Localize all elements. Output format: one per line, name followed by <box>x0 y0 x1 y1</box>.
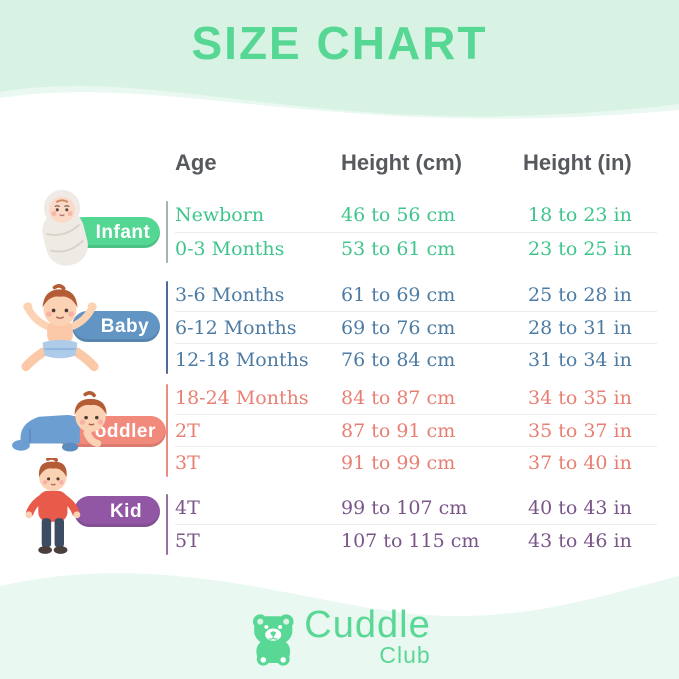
toddler-rows: 18-24 Months 84 to 87 cm 34 to 35 in 2T … <box>175 382 657 479</box>
age-cell: 18-24 Months <box>175 386 309 409</box>
height-in-cell: 34 to 35 in <box>528 386 632 409</box>
teddy-bear-icon <box>248 612 300 668</box>
sitting-baby-icon <box>21 284 99 372</box>
toddler-illustration <box>8 390 116 456</box>
kid-illustration <box>22 456 82 558</box>
height-cm-cell: 61 to 69 cm <box>341 283 456 306</box>
height-cm-cell: 107 to 115 cm <box>341 530 480 552</box>
baby-rows: 3-6 Months 61 to 69 cm 25 to 28 in 6-12 … <box>175 279 657 376</box>
column-header-age: Age <box>175 150 217 175</box>
age-cell: 2T <box>175 419 200 442</box>
table-row: 4T 99 to 107 cm 40 to 43 in <box>175 492 657 525</box>
baby-label-pill: Baby <box>72 311 160 342</box>
baby-illustration <box>14 282 106 372</box>
column-header-height-cm: Height (cm) <box>341 150 462 175</box>
brand-name-second-line: Club <box>379 641 431 668</box>
teddy-bear-svg <box>253 614 294 666</box>
baby-divider-line <box>166 281 168 374</box>
table-row: 3-6 Months 61 to 69 cm 25 to 28 in <box>175 279 657 312</box>
table-row: 0-3 Months 53 to 61 cm 23 to 25 in <box>175 233 657 266</box>
height-cm-cell: 87 to 91 cm <box>341 419 456 442</box>
height-in-cell: 35 to 37 in <box>528 419 632 442</box>
table-row: 2T 87 to 91 cm 35 to 37 in <box>175 415 657 448</box>
height-cm-cell: 91 to 99 cm <box>341 452 456 475</box>
standing-kid-icon <box>25 456 81 554</box>
height-in-cell: 18 to 23 in <box>528 204 632 227</box>
height-in-cell: 25 to 28 in <box>528 283 632 306</box>
table-row: 12-18 Months 76 to 84 cm 31 to 34 in <box>175 344 657 376</box>
toddler-divider-line <box>166 384 168 477</box>
brand-name: Cuddle <box>304 604 431 646</box>
kid-label-pill: Kid <box>74 496 160 527</box>
height-cm-cell: 84 to 87 cm <box>341 386 456 409</box>
table-row: 3T 91 to 99 cm 37 to 40 in <box>175 447 657 479</box>
age-cell: 5T <box>175 530 200 552</box>
infant-label: Infant <box>95 221 151 243</box>
kid-rows: 4T 99 to 107 cm 40 to 43 in 5T 107 to 11… <box>175 492 657 557</box>
footer: Cuddle Club <box>0 604 679 668</box>
height-in-cell: 37 to 40 in <box>528 452 632 475</box>
height-in-cell: 23 to 25 in <box>528 237 632 260</box>
height-cm-cell: 76 to 84 cm <box>341 349 456 372</box>
height-cm-cell: 99 to 107 cm <box>341 497 468 519</box>
group-toddler: Toddler 18-24 Months 84 to 87 cm 34 to 3… <box>0 382 679 479</box>
table-row: 5T 107 to 115 cm 43 to 46 in <box>175 525 657 557</box>
height-in-cell: 31 to 34 in <box>528 349 632 372</box>
baby-label: Baby <box>100 315 150 337</box>
group-kid: Kid 4T 99 to 107 cm 40 to 43 in <box>0 456 679 557</box>
crawling-toddler-icon <box>12 391 107 452</box>
table-row: 6-12 Months 69 to 76 cm 28 to 31 in <box>175 312 657 345</box>
kid-divider-line <box>166 494 168 555</box>
table-row: 18-24 Months 84 to 87 cm 34 to 35 in <box>175 382 657 415</box>
infant-rows: Newborn 46 to 56 cm 18 to 23 in 0-3 Mont… <box>175 199 657 265</box>
height-cm-cell: 53 to 61 cm <box>341 237 456 260</box>
age-cell: 0-3 Months <box>175 237 285 260</box>
swaddled-baby-icon <box>42 189 88 266</box>
age-cell: Newborn <box>175 204 265 227</box>
table-row: Newborn 46 to 56 cm 18 to 23 in <box>175 199 657 233</box>
height-in-cell: 28 to 31 in <box>528 316 632 339</box>
age-cell: 3-6 Months <box>175 283 285 306</box>
group-baby: Baby 3-6 Months 61 to 69 cm 25 to 28 <box>0 279 679 376</box>
group-infant: Infant Newborn 46 to 56 cm 18 to 23 in <box>0 189 679 266</box>
height-cm-cell: 46 to 56 cm <box>341 204 456 227</box>
kid-label: Kid <box>109 500 143 522</box>
infant-illustration <box>24 186 102 268</box>
age-cell: 6-12 Months <box>175 316 297 339</box>
page-title: SIZE CHART <box>191 17 488 69</box>
column-header-height-in: Height (in) <box>523 150 632 175</box>
brand-logo: Cuddle Club <box>248 604 431 668</box>
age-cell: 3T <box>175 452 200 475</box>
brand-text: Cuddle Club <box>304 604 431 668</box>
age-cell: 4T <box>175 497 200 519</box>
height-in-cell: 43 to 46 in <box>528 530 632 552</box>
height-cm-cell: 69 to 76 cm <box>341 316 456 339</box>
age-cell: 12-18 Months <box>175 349 309 372</box>
height-in-cell: 40 to 43 in <box>528 497 632 519</box>
infant-divider-line <box>166 201 168 263</box>
